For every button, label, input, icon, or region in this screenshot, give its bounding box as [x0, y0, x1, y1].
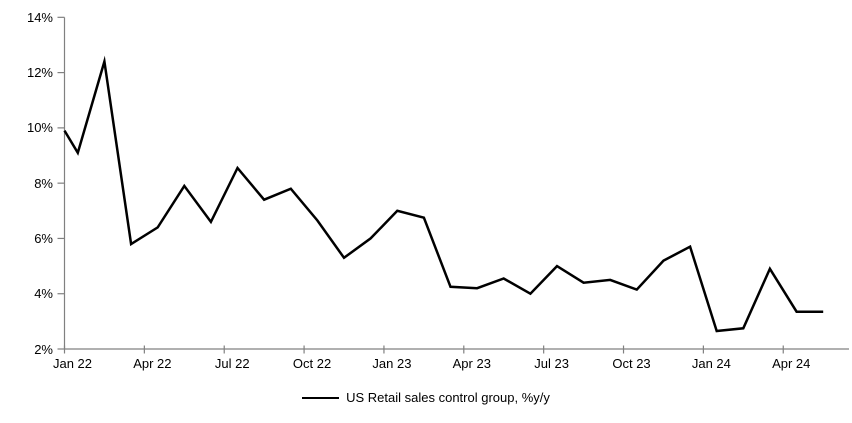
y-axis-tick-label: 12% [26, 65, 53, 81]
y-axis-tick-label: 14% [26, 9, 53, 25]
series-line-us-retail-control-group [63, 55, 824, 333]
y-axis-tick-label: 2% [34, 341, 53, 357]
x-axis-tick-label: Jul 23 [534, 356, 569, 371]
x-axis-tick-label: Oct 23 [612, 356, 651, 371]
x-axis-tick-label: Jan 23 [372, 356, 412, 371]
x-axis-tick-label: Apr 23 [452, 356, 491, 371]
x-axis-tick-label: Jan 22 [52, 356, 93, 371]
legend-label: US Retail sales control group, %y/y [346, 390, 550, 405]
legend: US Retail sales control group, %y/y [0, 390, 852, 405]
x-axis-tick-label: Oct 22 [292, 356, 332, 371]
x-axis-tick-label: Jul 22 [214, 356, 250, 371]
x-axis-tick-label: Jan 24 [691, 356, 731, 371]
legend-line-sample-icon [302, 396, 340, 399]
y-axis-tick-label: 4% [34, 286, 53, 302]
x-axis-tick-label: Apr 24 [772, 356, 811, 371]
y-axis-tick-label: 6% [34, 230, 53, 246]
y-axis-tick-label: 10% [26, 120, 53, 136]
y-axis-tick-label: 8% [34, 175, 53, 191]
x-axis-tick-label: Apr 22 [133, 356, 172, 371]
